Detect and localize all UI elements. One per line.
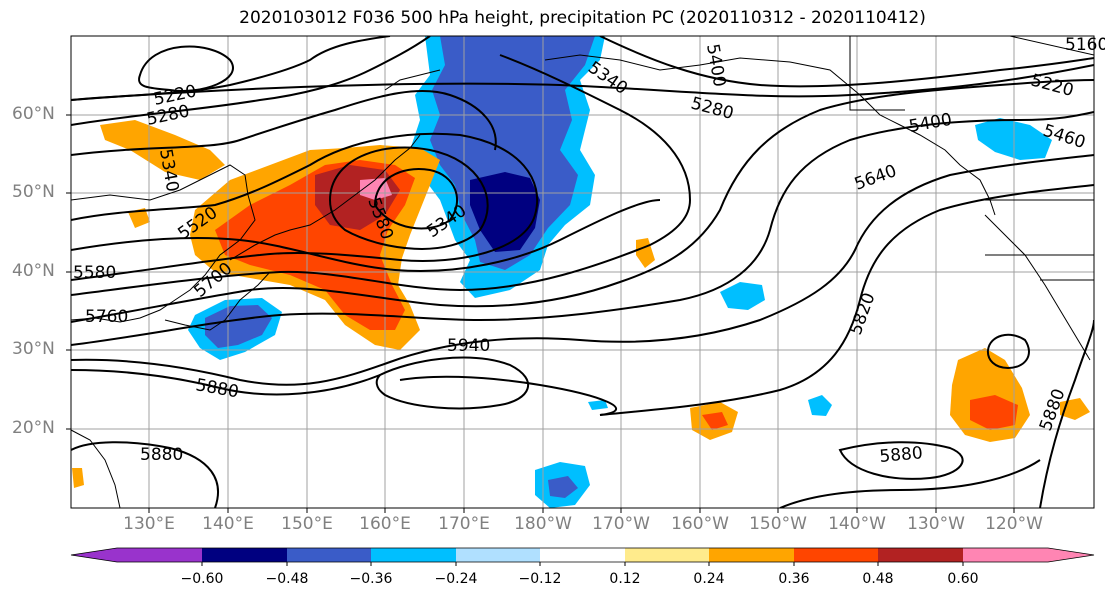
- contour-label: 5880: [140, 445, 183, 465]
- contour-label: 5400: [907, 110, 953, 137]
- colorbar-tick-label: 0.24: [693, 571, 725, 587]
- colorbar-segment: [540, 548, 625, 562]
- colorbar-segment: [963, 548, 1094, 562]
- colorbar-segment: [371, 548, 456, 562]
- colorbar-tick-label: 0.12: [609, 571, 641, 587]
- precip-negative-darkest: [470, 172, 540, 252]
- precip-positive-nw: [100, 120, 225, 180]
- precip-positive-hawaii-core: [702, 412, 728, 430]
- colorbar-tick-label: 0.36: [778, 571, 810, 587]
- colorbar: [70, 547, 1095, 566]
- colorbar-segment: [71, 548, 202, 562]
- colorbar-tick-label: −0.12: [518, 571, 562, 587]
- precip-negative-core: [430, 36, 595, 270]
- lon-label: 180°W: [514, 514, 572, 534]
- precip-positive-small: [636, 238, 655, 268]
- precip-shading: [72, 36, 1090, 508]
- lon-label: 130°E: [123, 514, 175, 534]
- lat-label: 20°N: [12, 418, 55, 438]
- precip-negative-japan-core: [205, 305, 272, 348]
- colorbar-tick-label: −0.24: [434, 571, 478, 587]
- contour-label: 5340: [584, 58, 631, 99]
- map-title: 2020103012 F036 500 hPa height, precipit…: [239, 8, 926, 28]
- precip-positive-peak: [360, 178, 392, 200]
- contour-label: 5880: [879, 443, 924, 467]
- contour-label: 5280: [145, 101, 191, 130]
- precip-positive-small3: [72, 468, 84, 488]
- contour-label: 5220: [1029, 71, 1076, 102]
- height-contours: [71, 36, 1094, 508]
- colorbar-tick-label: 0.48: [862, 571, 894, 587]
- colorbar-segment: [202, 548, 287, 562]
- lon-label: 150°W: [749, 514, 807, 534]
- contour-label: 5160: [1065, 35, 1105, 55]
- colorbar-segment: [625, 548, 709, 562]
- precip-negative-east: [720, 282, 765, 310]
- colorbar-segment: [878, 548, 963, 562]
- lon-label: 170°E: [438, 514, 490, 534]
- colorbar-tick-label: 0.60: [947, 571, 979, 587]
- lon-label: 170°W: [592, 514, 650, 534]
- lat-label: 60°N: [12, 104, 55, 124]
- lat-label: 30°N: [12, 339, 55, 359]
- lon-label: 120°W: [985, 514, 1043, 534]
- colorbar-tick-label: −0.60: [180, 571, 224, 587]
- lon-label: 130°W: [907, 514, 965, 534]
- lat-label: 40°N: [12, 261, 55, 281]
- precip-negative-south-core: [548, 476, 578, 498]
- contour-label: 5940: [447, 336, 490, 356]
- lon-label: 160°W: [671, 514, 729, 534]
- colorbar-segment: [456, 548, 540, 562]
- lon-label: 140°E: [202, 514, 254, 534]
- precip-negative-dot: [808, 395, 832, 416]
- precip-negative-dot2: [588, 400, 608, 410]
- colorbar-segment: [794, 548, 878, 562]
- contour-label: 5760: [85, 307, 128, 327]
- precip-positive-nw2: [128, 208, 150, 228]
- contour-label: 5640: [852, 161, 899, 195]
- colorbar-tick-label: −0.36: [349, 571, 393, 587]
- contour-label: 5400: [702, 42, 729, 88]
- lon-label: 150°E: [281, 514, 333, 534]
- contour-label: 5580: [73, 263, 116, 283]
- precip-positive-east-core: [970, 395, 1018, 430]
- colorbar-segment: [709, 548, 794, 562]
- lat-label: 50°N: [12, 182, 55, 202]
- lon-label: 140°W: [828, 514, 886, 534]
- colorbar-tick-label: −0.48: [265, 571, 309, 587]
- lon-label: 160°E: [359, 514, 411, 534]
- contour-label: 5280: [689, 94, 736, 125]
- axis-ticks: [66, 114, 1015, 513]
- colorbar-segment: [287, 548, 371, 562]
- colorbar-outline: [70, 547, 1095, 563]
- contour-label: 5820: [846, 290, 880, 337]
